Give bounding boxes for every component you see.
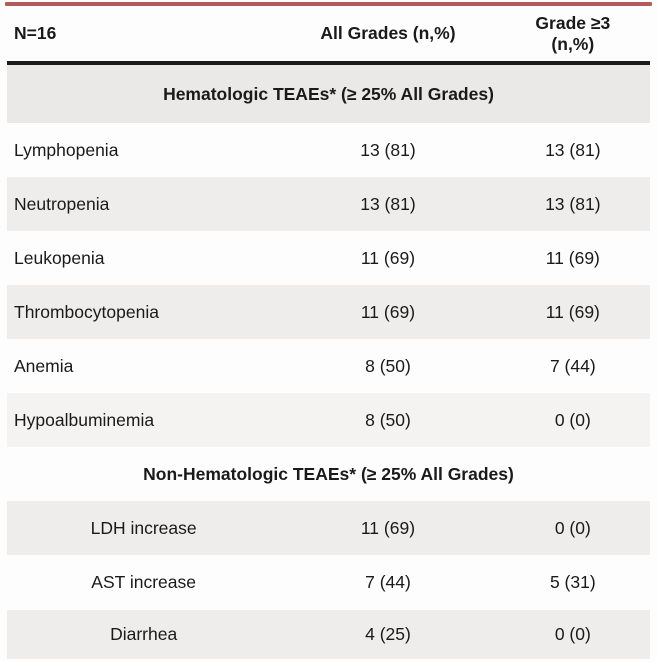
table-row: Lymphopenia 13 (81) 13 (81) xyxy=(7,123,650,177)
table-row: Leukopenia 11 (69) 11 (69) xyxy=(7,231,650,285)
adverse-event-name: LDH increase xyxy=(90,517,197,538)
all-grades-value: 8 (50) xyxy=(365,355,411,376)
n-total-label: N=16 xyxy=(14,23,57,43)
all-grades-value: 13 (81) xyxy=(360,139,416,160)
table-row: Hypoalbuminemia 8 (50) 0 (0) xyxy=(7,393,650,447)
adverse-event-name: Diarrhea xyxy=(110,624,178,644)
grade3-value: 7 (44) xyxy=(549,355,596,376)
adverse-event-name: Leukopenia xyxy=(14,247,105,268)
grade3-value: 11 (69) xyxy=(545,247,600,268)
col-header-grade3: Grade ≥3 (n,%) xyxy=(496,13,650,55)
all-grades-value: 7 (44) xyxy=(365,572,411,592)
grade3-value: 13 (81) xyxy=(545,139,601,160)
table-row: Anemia 8 (50) 7 (44) xyxy=(7,339,650,393)
adverse-event-name: Hypoalbuminemia xyxy=(14,409,155,430)
table-row: LDH increase 11 (69) 0 (0) xyxy=(7,501,650,555)
grade3-value: 5 (31) xyxy=(549,572,596,592)
grade3-value: 13 (81) xyxy=(545,193,601,214)
all-grades-value: 11 (69) xyxy=(360,517,416,538)
grade3-value: 0 (0) xyxy=(554,624,591,644)
adverse-event-name: Anemia xyxy=(14,355,74,376)
col-header-grade3-line1: Grade ≥3 xyxy=(535,12,611,33)
table-row: Diarrhea 4 (25) 0 (0) xyxy=(7,610,650,659)
all-grades-value: 13 (81) xyxy=(360,193,416,214)
table-row: Thrombocytopenia 11 (69) 11 (69) xyxy=(7,285,650,339)
adverse-event-name: Thrombocytopenia xyxy=(14,301,159,322)
all-grades-value: 8 (50) xyxy=(365,409,411,430)
header-divider-rule xyxy=(7,61,650,65)
table-row: Neutropenia 13 (81) 13 (81) xyxy=(7,177,650,231)
grade3-value: 0 (0) xyxy=(554,409,591,430)
table-header-row: N=16 All Grades (n,%) Grade ≥3 (n,%) xyxy=(7,6,650,61)
col-header-grade3-line2: (n,%) xyxy=(551,33,595,54)
all-grades-value: 11 (69) xyxy=(360,247,416,268)
adverse-event-name: Neutropenia xyxy=(14,193,110,214)
all-grades-value: 4 (25) xyxy=(365,624,411,644)
grade3-value: 0 (0) xyxy=(554,517,591,538)
all-grades-value: 11 (69) xyxy=(360,301,416,322)
table-row: AST increase 7 (44) 5 (31) xyxy=(7,555,650,610)
section-header-hematologic: Hematologic TEAEs* (≥ 25% All Grades) xyxy=(7,65,650,123)
top-accent-rule xyxy=(5,2,652,6)
col-header-all-grades: All Grades (n,%) xyxy=(320,23,456,43)
adverse-event-name: AST increase xyxy=(91,572,196,592)
grade3-value: 11 (69) xyxy=(545,301,600,322)
adverse-event-name: Lymphopenia xyxy=(14,139,119,160)
section-header-non-hematologic: Non-Hematologic TEAEs* (≥ 25% All Grades… xyxy=(7,447,650,501)
